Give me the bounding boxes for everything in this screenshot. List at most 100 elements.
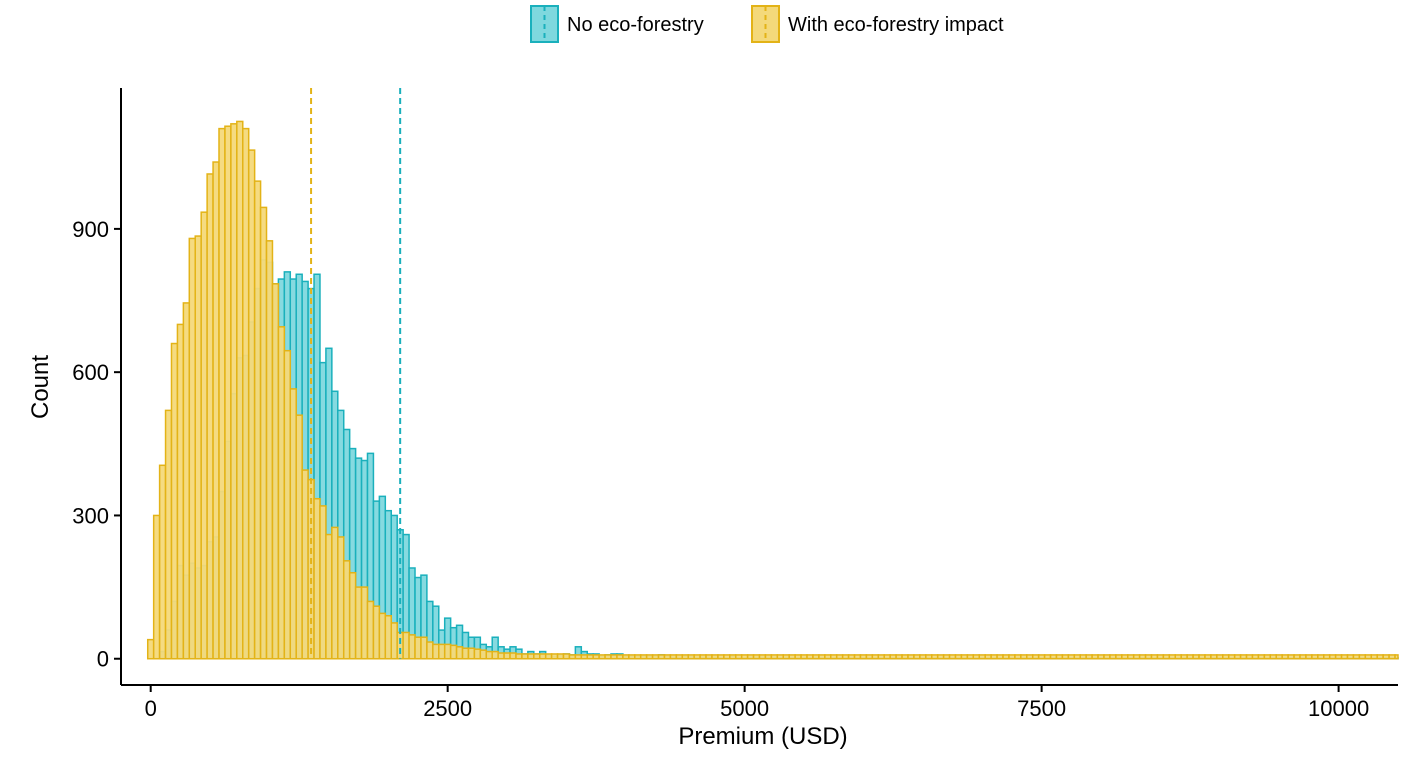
histogram-bar <box>1198 654 1206 660</box>
histogram-bar <box>550 653 559 660</box>
histogram-bar <box>931 654 939 660</box>
histogram-bar <box>1014 654 1022 660</box>
histogram-bar <box>1305 654 1313 660</box>
histogram-bar <box>313 497 321 660</box>
histogram-bar <box>960 654 969 660</box>
histogram-bar <box>990 654 998 660</box>
histogram-bar <box>1073 654 1081 660</box>
histogram-bar <box>794 654 802 660</box>
histogram-bar <box>1358 654 1367 660</box>
legend-label-with-eco-forestry-impact: With eco-forestry impact <box>788 14 1004 36</box>
histogram-bar <box>438 643 446 660</box>
x-tick-label: 0 <box>145 696 157 721</box>
histogram-bar <box>426 641 434 660</box>
histogram-bar <box>996 654 1004 660</box>
histogram-bar <box>1138 654 1147 660</box>
histogram-bar <box>1174 654 1182 660</box>
histogram-bar <box>604 654 612 660</box>
histogram-bar <box>1394 654 1399 660</box>
histogram-bar <box>639 654 648 660</box>
histogram-bar <box>776 654 785 660</box>
histogram-bar <box>586 654 594 660</box>
histogram-bar <box>1085 654 1093 660</box>
histogram-bar <box>218 127 226 660</box>
histogram-bar <box>758 654 767 660</box>
histogram-bar <box>527 653 535 660</box>
histogram-bar <box>1061 654 1070 660</box>
histogram-bar <box>277 326 286 660</box>
histogram-bar <box>1097 654 1105 660</box>
histogram-bar <box>699 654 707 660</box>
histogram-bar <box>473 648 482 660</box>
histogram-bar <box>948 654 957 660</box>
histogram-bar <box>1031 654 1040 660</box>
histogram-bar <box>396 631 404 660</box>
histogram-bar <box>242 127 250 660</box>
histogram-bar <box>919 654 927 660</box>
histogram-bar <box>835 654 844 660</box>
legend-item-no-eco-forestry: No eco-forestry <box>530 5 704 43</box>
histogram-bar <box>521 653 529 660</box>
histogram-bar <box>634 654 642 660</box>
histogram-bar <box>1150 654 1159 660</box>
histogram-bar <box>247 149 256 660</box>
histogram-bar <box>663 654 672 660</box>
histogram-bar <box>224 125 232 660</box>
histogram-bar <box>1323 654 1331 660</box>
histogram-bar <box>461 647 470 660</box>
histogram-bar <box>319 505 327 660</box>
histogram-bar <box>972 654 981 660</box>
histogram-bar <box>764 654 773 660</box>
x-tick-label: 5000 <box>720 696 769 721</box>
histogram-bar <box>1257 654 1266 660</box>
histogram-bar <box>871 654 880 660</box>
histogram-bar <box>1269 654 1277 660</box>
histogram-bar <box>194 235 202 660</box>
histogram-bar <box>1382 654 1390 660</box>
histogram-bar <box>206 173 214 660</box>
histogram-bar <box>1239 654 1248 660</box>
histogram-bar <box>1227 654 1236 660</box>
histogram-bar <box>1103 654 1111 660</box>
histogram-bar <box>1192 654 1200 660</box>
histogram-bar <box>847 654 856 660</box>
x-tick-label: 10000 <box>1308 696 1369 721</box>
histogram-bar <box>467 647 476 660</box>
histogram-bar <box>1067 654 1076 660</box>
plot-area <box>146 88 1399 660</box>
histogram-bar <box>449 644 458 660</box>
histogram-bar <box>954 654 963 660</box>
histogram-bar <box>865 654 874 660</box>
histogram-bar <box>681 654 689 660</box>
histogram-bar <box>574 654 583 660</box>
histogram-bar <box>283 349 292 660</box>
histogram-bar <box>1317 654 1325 660</box>
histogram-bar <box>841 654 850 660</box>
histogram-bar <box>752 654 761 660</box>
histogram-bar <box>1275 654 1283 660</box>
histogram-bar <box>497 652 505 660</box>
histogram-bar <box>1026 654 1034 660</box>
histogram-bar <box>734 654 743 660</box>
histogram-bar <box>1008 654 1016 660</box>
histogram-bar <box>1144 654 1153 660</box>
legend-label-no-eco-forestry: No eco-forestry <box>567 14 704 36</box>
histogram-bar <box>325 533 333 660</box>
legend: No eco-forestry With eco-forestry impact <box>530 5 1004 43</box>
histogram-bar <box>301 469 309 660</box>
x-axis-ticks: 0 2500 5000 7500 10000 <box>145 685 1369 721</box>
y-tick-label: 300 <box>72 503 109 528</box>
histogram-bar <box>378 612 387 660</box>
histogram-bar <box>812 654 820 660</box>
histogram-bar <box>515 653 523 660</box>
histogram-bar <box>1293 654 1301 660</box>
histogram-bar <box>212 161 220 660</box>
histogram-bar <box>907 654 915 660</box>
histogram-bar <box>966 654 975 660</box>
histogram-bar <box>176 323 185 660</box>
histogram-bar <box>479 649 488 660</box>
histogram-bar <box>598 654 606 660</box>
histogram-bar <box>1287 654 1295 660</box>
histogram-bar <box>1263 654 1272 660</box>
histogram-bar <box>331 526 339 660</box>
